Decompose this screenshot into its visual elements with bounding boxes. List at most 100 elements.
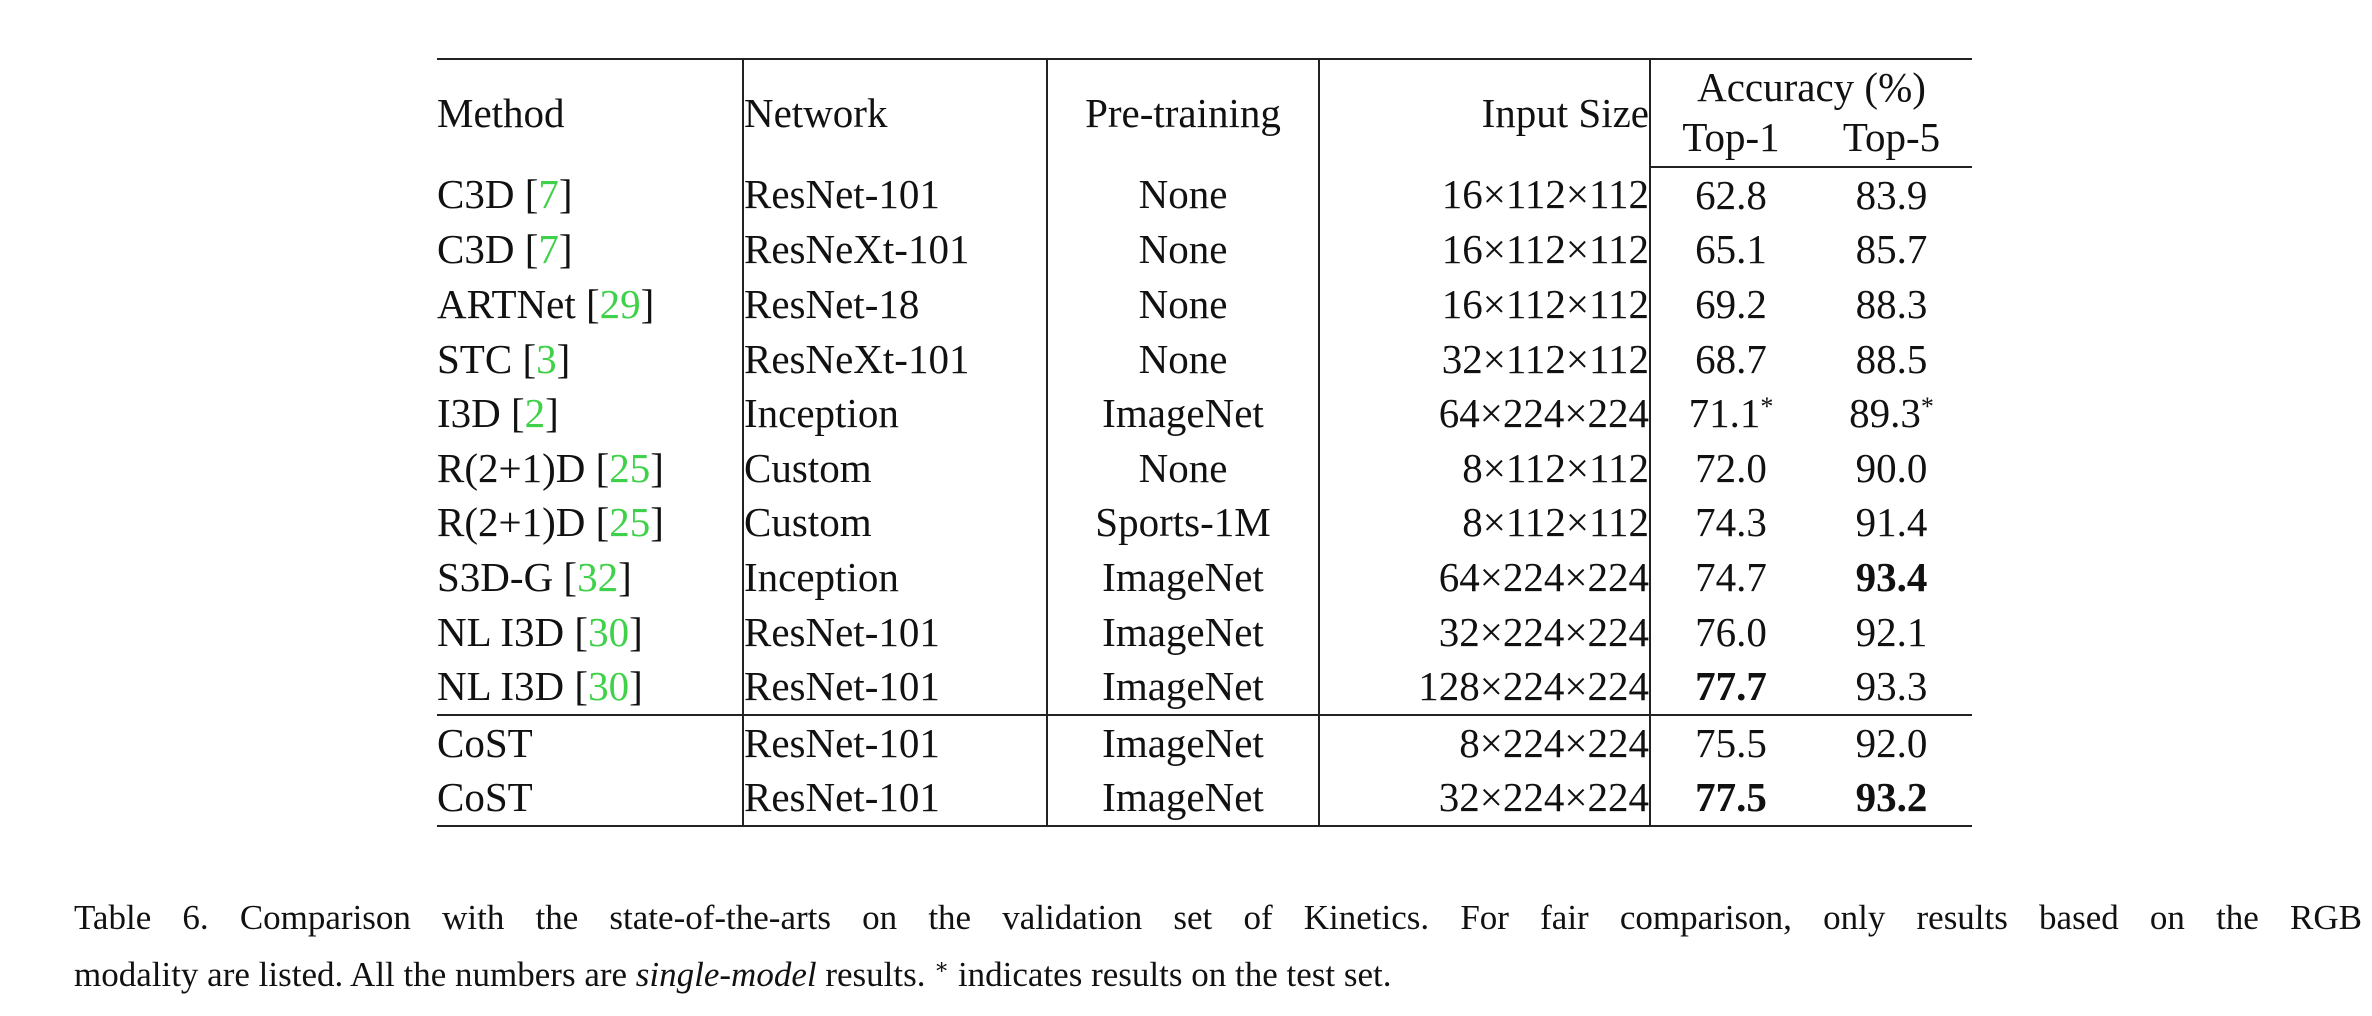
table-row: NL I3D [30] ResNet-101 ImageNet 32×224×224 7…: [437, 604, 1972, 660]
method-name: I3D [: [437, 390, 525, 437]
caption-line-2: modality are listed. All the numbers are…: [74, 942, 2364, 999]
cell-top5: 92.0: [1811, 713, 1972, 771]
cell-method: R(2+1)D [25]: [437, 440, 744, 496]
cell-method: STC [3]: [437, 331, 744, 387]
caption-text-c: indicates results on the test set.: [949, 955, 1392, 994]
input-size-value: 8×112×112: [1462, 499, 1649, 546]
input-size-value: 8×224×224: [1459, 719, 1649, 766]
citation-bracket: ]: [650, 499, 664, 546]
pretraining-value: ImageNet: [1102, 774, 1264, 821]
cell-top1: 65.1: [1650, 223, 1811, 278]
cell-input-size: 32×112×112: [1319, 331, 1651, 387]
cell-top1: 71.1*: [1650, 386, 1811, 441]
cell-top1: 69.2: [1650, 277, 1811, 332]
top5-value: 88.5: [1855, 335, 1928, 382]
cell-input-size: 32×224×224: [1319, 604, 1651, 660]
cell-network: Inception: [743, 550, 1048, 605]
cell-network: ResNet-101: [743, 713, 1048, 771]
top1-value: 62.8: [1695, 171, 1767, 218]
top5-value: 85.7: [1855, 226, 1928, 273]
input-size-value: 32×224×224: [1438, 608, 1649, 655]
table-row: I3D [2] Inception ImageNet 64×224×224 71.1* 8…: [437, 386, 1972, 441]
top5-value: 92.0: [1855, 719, 1928, 766]
table-row: STC [3] ResNeXt-101 None 32×112×112 68.7 88.5: [437, 331, 1972, 387]
test-set-marker: *: [1760, 392, 1774, 422]
cell-pretraining: None: [1047, 222, 1320, 278]
method-name: NL I3D [: [437, 663, 589, 710]
cell-pretraining: ImageNet: [1047, 659, 1320, 715]
method-name: NL I3D [: [437, 608, 589, 655]
cell-pretraining: None: [1047, 440, 1320, 496]
top5-value: 91.4: [1855, 499, 1928, 546]
test-set-marker: *: [1920, 392, 1934, 422]
pretraining-value: None: [1138, 226, 1228, 273]
citation-link: 7: [538, 226, 559, 273]
header-accuracy: Accuracy (%): [1650, 58, 1972, 108]
input-size-value: 64×224×224: [1438, 390, 1649, 437]
top5-value: 93.2: [1855, 774, 1928, 821]
cell-top1: 75.5: [1650, 713, 1811, 771]
citation-link: 30: [588, 608, 630, 655]
method-name: ARTNet [: [437, 280, 600, 327]
cell-input-size: 8×224×224: [1319, 713, 1651, 771]
cell-input-size: 16×112×112: [1319, 167, 1651, 223]
citation-bracket: ]: [629, 663, 643, 710]
input-size-value: 8×112×112: [1462, 444, 1649, 491]
cell-top1: 77.5: [1650, 770, 1811, 828]
cell-pretraining: None: [1047, 167, 1320, 223]
table-row: C3D [7] ResNeXt-101 None 16×112×112 65.1 85.7: [437, 222, 1972, 278]
method-name: R(2+1)D [: [437, 499, 610, 546]
cell-top1: 77.7: [1650, 659, 1811, 715]
cell-input-size: 8×112×112: [1319, 440, 1651, 496]
cell-method: NL I3D [30]: [437, 659, 744, 715]
top1-value: 71.1: [1688, 390, 1761, 437]
citation-link: 29: [599, 280, 641, 327]
cell-pretraining: None: [1047, 331, 1320, 387]
cell-pretraining: ImageNet: [1047, 550, 1320, 605]
cell-top5: 85.7: [1811, 223, 1972, 278]
citation-bracket: ]: [558, 226, 573, 273]
cell-top5: 83.9: [1811, 167, 1972, 223]
citation-bracket: ]: [629, 608, 643, 655]
top1-value: 74.3: [1695, 499, 1767, 546]
citation-link: 3: [536, 335, 557, 382]
method-name: R(2+1)D [: [437, 444, 610, 491]
cell-network: ResNet-18: [743, 277, 1048, 332]
top1-value: 72.0: [1695, 444, 1767, 491]
header-top5: Top-5: [1811, 108, 1972, 168]
cell-method: C3D [7]: [437, 167, 744, 223]
cell-network: ResNeXt-101: [743, 222, 1048, 278]
cell-top5: 91.4: [1811, 496, 1972, 551]
header-row: Method Network Pre-training Input Size A…: [437, 58, 1972, 167]
citation-link: 7: [538, 171, 559, 218]
input-size-value: 16×112×112: [1441, 171, 1649, 218]
cell-method: R(2+1)D [25]: [437, 495, 744, 551]
caption-text-b: results.: [816, 955, 935, 994]
subheader-row: Top-1 Top-5: [437, 108, 1972, 168]
header-input-size: Input Size: [1319, 58, 1651, 167]
citation-link: 25: [609, 499, 651, 546]
cell-pretraining: ImageNet: [1047, 386, 1320, 441]
citation-bracket: ]: [556, 335, 571, 382]
table-row: ARTNet [29] ResNet-18 None 16×112×112 69.2 88…: [437, 277, 1972, 332]
top1-value: 74.7: [1695, 553, 1767, 600]
cell-input-size: 32×224×224: [1319, 770, 1651, 828]
cell-top5: 89.3*: [1811, 386, 1972, 441]
top1-value: 77.5: [1695, 774, 1767, 821]
citation-link: 2: [524, 390, 546, 437]
cell-top5: 93.4: [1811, 550, 1972, 605]
top1-value: 76.0: [1695, 608, 1767, 655]
cell-network: ResNet-101: [743, 770, 1048, 828]
method-name: STC [: [437, 335, 537, 382]
network-name: ResNet-101: [744, 719, 940, 766]
caption-emphasis: single-model: [635, 955, 817, 994]
cell-top1: 76.0: [1650, 605, 1811, 660]
cell-network: Custom: [743, 495, 1048, 551]
table-row: CoST ResNet-101 ImageNet 8×224×224 75.5 92.0: [437, 713, 1972, 771]
input-size-value: 64×224×224: [1438, 553, 1649, 600]
method-name: CoST: [437, 719, 533, 766]
top1-value: 75.5: [1695, 719, 1767, 766]
cell-top5: 92.1: [1811, 605, 1972, 660]
cell-top5: 88.5: [1811, 332, 1972, 387]
pretraining-value: ImageNet: [1102, 663, 1264, 710]
